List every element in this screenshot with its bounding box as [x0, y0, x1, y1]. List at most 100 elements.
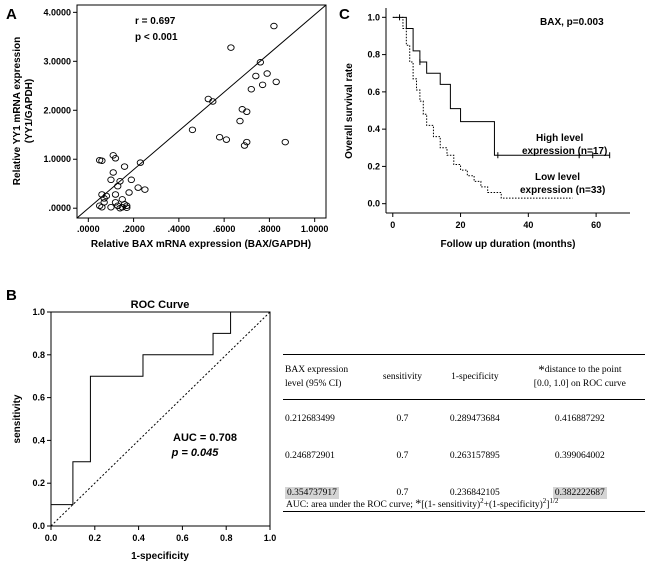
y-tick-label: 0.4 [32, 435, 45, 445]
table-header-row: BAX expression level (95% CI) sensitivit… [283, 354, 645, 400]
table-row: 0.212683499 0.7 0.289473684 0.416887292 [283, 400, 645, 438]
table-row: 0.354737917 0.7 0.236842105 0.382222687 [283, 474, 645, 512]
y-axis-ticks-c: 0.0 0.2 0.4 0.6 0.8 1.0 [367, 12, 386, 209]
regression-line [76, 4, 327, 219]
y-axis-ticks-a: .0000 1.0000 2.0000 3.0000 4.0000 [43, 7, 77, 213]
x-tick-label: 20 [456, 220, 466, 230]
cell-distance-highlighted: 0.382222687 [515, 474, 645, 512]
auc-value: AUC = 0.708 [173, 432, 237, 444]
y-tick-label: 0.4 [367, 124, 380, 134]
y-tick-label: 1.0000 [43, 154, 71, 164]
cell-sensitivity: 0.7 [396, 450, 409, 461]
scatter-point [111, 155, 120, 162]
footnote-sup-a: 2 [480, 496, 484, 505]
x-tick-label: 1.0 [264, 533, 277, 543]
footnote-auc: AUC: area under the ROC curve; [286, 500, 413, 510]
scatter-y-label-units: (YY1/GAPDH) [24, 79, 35, 143]
scatter-point [120, 163, 129, 170]
scatter-point [141, 186, 149, 193]
x-tick-label: 40 [523, 220, 533, 230]
high-series-label-2: expression (n=17) [522, 146, 607, 157]
y-tick-label: 1.0 [367, 12, 380, 22]
scatter-point [209, 98, 217, 105]
y-tick-label: 0.8 [32, 350, 45, 360]
x-tick-label: 0.2 [89, 533, 102, 543]
scatter-x-label: Relative BAX mRNA expression (BAX/GAPDH) [91, 239, 311, 250]
y-tick-label: 0.0 [367, 199, 380, 209]
scatter-point [227, 44, 235, 51]
scatter-point [188, 126, 197, 134]
scatter-y-label: Relative YY1 mRNA expression [12, 37, 23, 185]
scatter-point [134, 184, 142, 191]
footnote-sup-c: 1/2 [549, 496, 559, 505]
cell-sensitivity: 0.7 [396, 487, 409, 498]
scatter-point [107, 176, 115, 184]
scatter-point [125, 189, 133, 196]
scatter-point [123, 202, 131, 210]
survival-p-value: BAX, p=0.003 [540, 17, 604, 28]
roc-plot-b: ROC Curve 0.0 0.2 0.4 0.6 0.8 1.0 0.00.20.40.… [12, 299, 276, 562]
scatter-point [256, 59, 265, 66]
y-tick-label: 0.6 [32, 393, 45, 403]
footnote-formula-a: [(1- sensitivity) [421, 500, 481, 510]
scatter-point [116, 178, 124, 185]
x-tick-label: .4000 [168, 224, 191, 234]
footnote-star: * [415, 496, 422, 510]
cell-level-highlighted: 0.354737917 [283, 474, 370, 512]
header-sensitivity: sensitivity [382, 372, 422, 382]
x-axis-ticks-c: 0 20 40 60 [390, 213, 601, 230]
scatter-point [243, 138, 251, 146]
scatter-point [127, 176, 135, 184]
y-tick-label: 0.8 [367, 50, 380, 60]
roc-curve [50, 311, 270, 526]
scatter-point [102, 192, 111, 200]
cell-specificity: 0.289473684 [449, 413, 500, 424]
scatter-point [120, 201, 129, 208]
cell-sensitivity: 0.7 [396, 413, 409, 424]
footnote-formula-c: ] [546, 500, 550, 510]
scatter-point [95, 202, 104, 210]
survival-y-label: Overall survival rate [344, 63, 355, 159]
low-series-label-2: expression (n=33) [520, 185, 605, 196]
y-tick-label: 0.2 [367, 161, 380, 171]
y-tick-label: 1.0 [32, 307, 45, 317]
x-tick-label: .6000 [213, 224, 236, 234]
x-tick-label: 1.0000 [301, 224, 329, 234]
header-distance-star: * [538, 362, 545, 377]
table-footnote: AUC: area under the ROC curve; *[(1- sen… [286, 496, 646, 511]
x-tick-label: .8000 [258, 224, 281, 234]
scatter-point [281, 138, 289, 146]
cell-distance: 0.399064002 [554, 450, 605, 461]
scatter-point [98, 191, 106, 198]
header-distance: *distance to the point [0.0, 1.0] on ROC… [515, 355, 645, 400]
header-expression-level-line1: BAX expression [285, 365, 349, 375]
x-axis-ticks-b: 0.0 0.2 0.4 0.6 0.8 1.0 [45, 526, 277, 543]
scatter-point [98, 203, 106, 211]
scatter-plot-frame [76, 4, 327, 219]
scatter-point [247, 85, 255, 93]
cell-specificity: 0.236842105 [449, 487, 500, 498]
scatter-point [252, 72, 260, 80]
high-expression-curve [392, 16, 610, 156]
scatter-point [236, 117, 244, 125]
y-tick-label: 0.2 [32, 478, 45, 488]
footnote-formula-b: +(1-specificity) [483, 500, 543, 510]
scatter-point [263, 70, 271, 77]
x-tick-label: 0.8 [220, 533, 233, 543]
footnote-sup-b: 2 [542, 496, 547, 505]
y-tick-label: 0.6 [367, 87, 380, 97]
header-expression-level: BAX expression level (95% CI) [283, 355, 370, 400]
cell-level: 0.212683499 [285, 413, 335, 424]
scatter-point [215, 133, 224, 141]
scatter-point [270, 22, 278, 30]
x-tick-label: .0000 [77, 224, 100, 234]
x-axis-ticks-a: .0000 .2000 .4000 .6000 .8000 1.0000 [77, 218, 328, 234]
survival-x-label: Follow up duration (months) [441, 239, 576, 250]
highlighted-level: 0.354737917 [285, 486, 339, 499]
roc-plot-frame [50, 311, 271, 527]
scatter-point [243, 108, 251, 115]
cell-distance: 0.416887292 [554, 413, 605, 424]
scatter-point [123, 204, 131, 211]
roc-y-label: sensitivity [12, 394, 23, 443]
